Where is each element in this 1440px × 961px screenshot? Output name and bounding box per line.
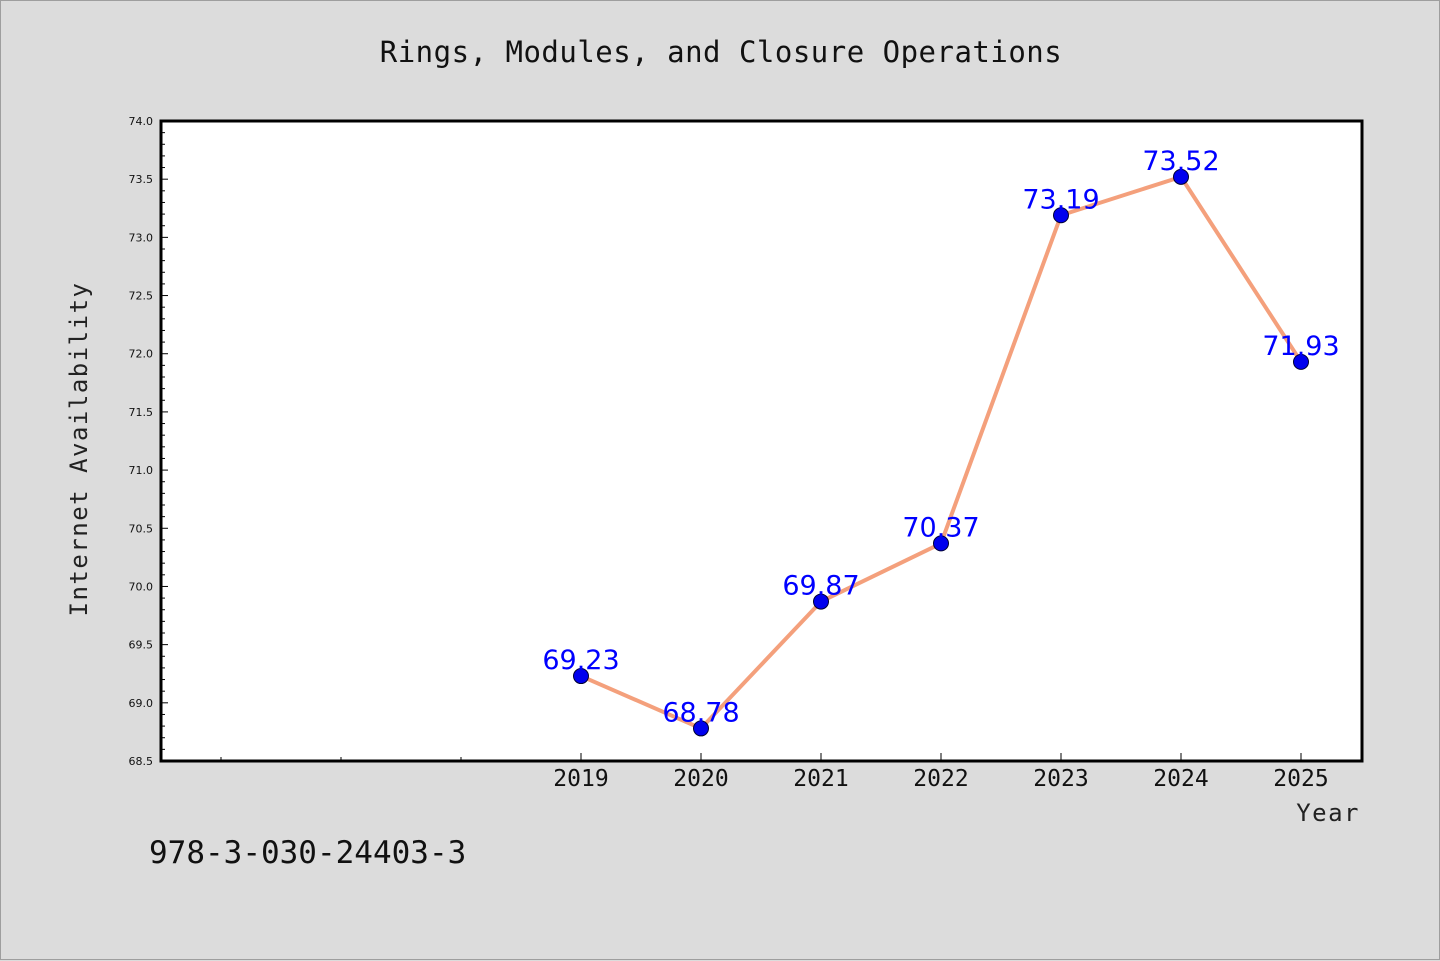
y-axis-ticks: 68.5 69.0 69.5 70.0 70.5 71.0 71.5 72.0 72.5 73.0… — [129, 115, 168, 768]
y-tick-label: 69.0 — [129, 697, 154, 710]
y-axis-label: Internet Availability — [65, 282, 93, 617]
plot-area — [159, 119, 1364, 763]
y-tick-label: 72.5 — [129, 290, 154, 303]
data-label: 70.37 — [902, 512, 979, 543]
data-label: 73.52 — [1142, 146, 1219, 177]
y-tick-label: 68.5 — [129, 755, 154, 768]
x-tick-label: 2021 — [793, 766, 848, 792]
series-group: 69.23 68.78 69.87 70.37 73.19 73.52 71.93 — [542, 146, 1340, 737]
chart-title: Rings, Modules, and Closure Operations — [379, 35, 1063, 69]
data-label: 69.23 — [542, 645, 619, 676]
data-point — [1173, 168, 1189, 185]
y-tick-label: 72.0 — [129, 348, 154, 361]
data-point — [1293, 353, 1309, 370]
data-point — [573, 668, 589, 685]
x-tick-label: 2023 — [1033, 766, 1088, 792]
y-tick-label: 73.0 — [129, 231, 154, 244]
y-tick-label: 69.5 — [129, 639, 154, 652]
x-axis-label: Year — [1296, 799, 1360, 827]
y-tick-label: 71.0 — [129, 464, 154, 477]
x-tick-label: 2025 — [1273, 766, 1328, 792]
data-label: 69.87 — [782, 571, 859, 602]
code-annotation: 978-3-030-24403-3 — [149, 835, 467, 871]
data-point — [693, 720, 709, 737]
x-tick-label: 2020 — [673, 766, 728, 792]
data-point — [813, 593, 829, 610]
data-label: 68.78 — [662, 697, 739, 728]
y-tick-label: 70.5 — [129, 522, 154, 535]
y-tick-label: 70.0 — [129, 580, 154, 593]
x-tick-label: 2022 — [913, 766, 968, 792]
x-axis-ticks: 2019 2020 2021 2022 2023 2024 2025 — [220, 753, 1329, 792]
y-tick-label: 73.5 — [129, 173, 154, 186]
data-label: 73.19 — [1022, 184, 1099, 215]
y-tick-label: 71.5 — [129, 406, 154, 419]
data-point — [1053, 207, 1069, 224]
y-tick-label: 74.0 — [129, 115, 154, 128]
x-tick-label: 2024 — [1153, 766, 1208, 792]
data-label: 71.93 — [1262, 331, 1339, 362]
x-tick-label: 2019 — [553, 766, 608, 792]
data-point — [933, 535, 949, 552]
